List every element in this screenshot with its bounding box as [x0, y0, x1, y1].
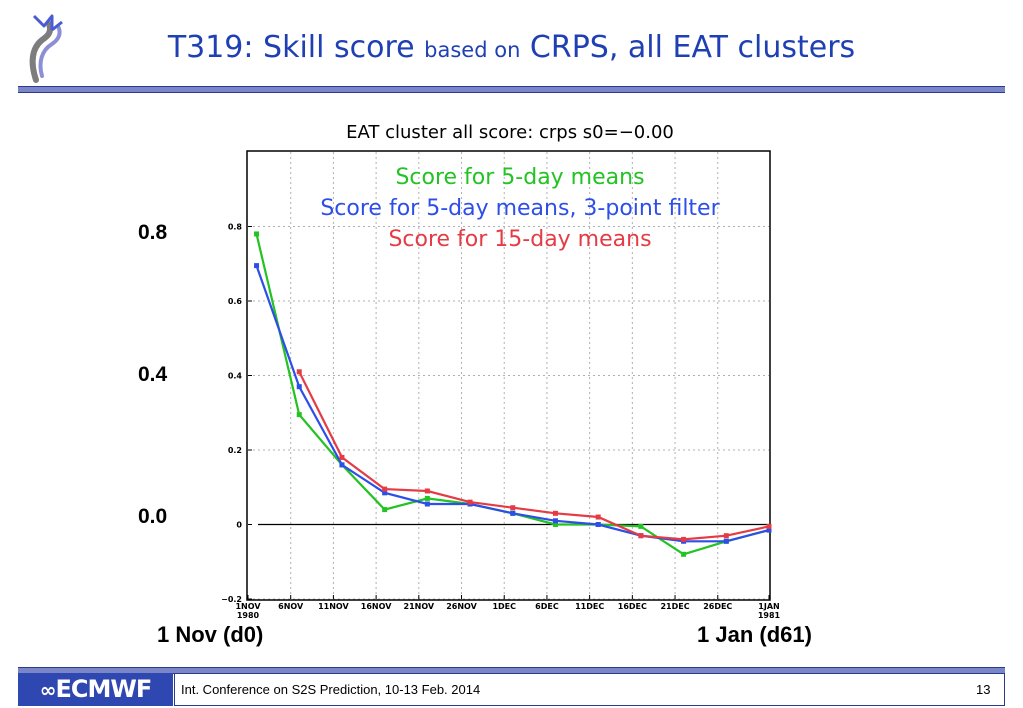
x-tick-label: 16DEC	[618, 602, 647, 611]
legend-entry: Score for 5-day means, 3-point filter	[320, 196, 720, 221]
data-point	[382, 486, 388, 492]
data-point	[638, 523, 644, 529]
x-tick-label: 21NOV	[404, 602, 435, 611]
data-point	[766, 527, 772, 533]
data-point	[681, 551, 687, 557]
ecmwf-logo-text: ECMWF	[55, 675, 152, 703]
data-point	[382, 490, 388, 496]
y-tick-label: 0.6	[228, 297, 243, 306]
series-lines	[254, 231, 772, 557]
x-tick-label: 26NOV	[446, 602, 477, 611]
footer-bar	[174, 673, 1005, 706]
x-tick-label: 16NOV	[361, 602, 392, 611]
data-point	[638, 533, 644, 539]
data-point	[424, 495, 430, 501]
y-tick-label: −0.2	[221, 595, 242, 604]
x-tick-sublabel: 1981	[758, 611, 781, 620]
legend-entry: Score for 5-day means	[395, 165, 644, 190]
y-tick-label: 0	[236, 521, 242, 530]
data-point	[254, 231, 260, 237]
data-point	[723, 533, 729, 539]
legend: Score for 5-day means Score for 5-day mea…	[320, 165, 720, 252]
y-tick-label: 0.8	[228, 223, 243, 232]
data-point	[339, 454, 345, 460]
x-tick-label: 11DEC	[575, 602, 604, 611]
y-axis-ticks: −0.2 0 0.2 0.4 0.6 0.8	[221, 223, 252, 604]
x-tick-label: 11NOV	[318, 602, 349, 611]
data-point	[510, 510, 516, 516]
series-line	[298, 371, 770, 541]
plot-frame	[246, 150, 771, 601]
data-point	[595, 514, 601, 520]
big-y-label-0-4: 0.4	[138, 363, 168, 386]
x-tick-label: 26DEC	[703, 602, 732, 611]
data-point	[723, 538, 729, 544]
x-end-label: 1 Jan (d61)	[697, 622, 812, 647]
chart-title: EAT cluster all score: crps s0=−0.00	[346, 122, 674, 143]
data-point	[766, 523, 772, 529]
y-tick-label: 0.2	[228, 446, 242, 455]
x-tick-label: 6DEC	[535, 602, 559, 611]
data-point	[296, 384, 302, 390]
data-point	[681, 536, 687, 542]
data-point	[339, 462, 345, 468]
data-point	[467, 499, 473, 505]
data-point	[595, 522, 601, 527]
slide-title: T319: Skill score based on CRPS, all EAT…	[167, 30, 856, 65]
x-tick-label: 1DEC	[492, 602, 516, 611]
data-point	[254, 263, 260, 269]
ecmwf-logo-icon: ∞	[39, 678, 57, 702]
data-point	[424, 501, 430, 507]
x-tick-label: 1JAN	[758, 602, 779, 611]
x-tick-label: 6NOV	[278, 602, 304, 611]
x-tick-sublabel: 1980	[237, 611, 260, 620]
data-point	[382, 507, 388, 513]
top-divider	[18, 86, 1005, 93]
legend-entry: Score for 15-day means	[388, 227, 651, 252]
big-y-label-0-0: 0.0	[138, 505, 168, 528]
data-point	[296, 369, 302, 375]
series-2	[254, 263, 772, 544]
data-point	[552, 510, 558, 516]
ecmwf-bird-logo	[29, 14, 63, 83]
data-point	[552, 522, 558, 527]
x-tick-label: 21DEC	[660, 602, 689, 611]
page-number: 13	[976, 682, 991, 697]
y-tick-label: 0.4	[228, 372, 243, 381]
x-start-label: 1 Nov (d0)	[157, 622, 264, 647]
data-point	[296, 412, 302, 418]
ecmwf-logo: ∞ECMWF	[18, 673, 173, 706]
data-point	[424, 488, 430, 494]
series-3	[296, 369, 772, 542]
footer-text: Int. Conference on S2S Prediction, 10-13…	[181, 682, 481, 697]
big-y-label-0-8: 0.8	[138, 221, 168, 244]
x-tick-label: 1NOV	[235, 602, 261, 611]
data-point	[510, 505, 516, 511]
data-point	[552, 518, 558, 524]
